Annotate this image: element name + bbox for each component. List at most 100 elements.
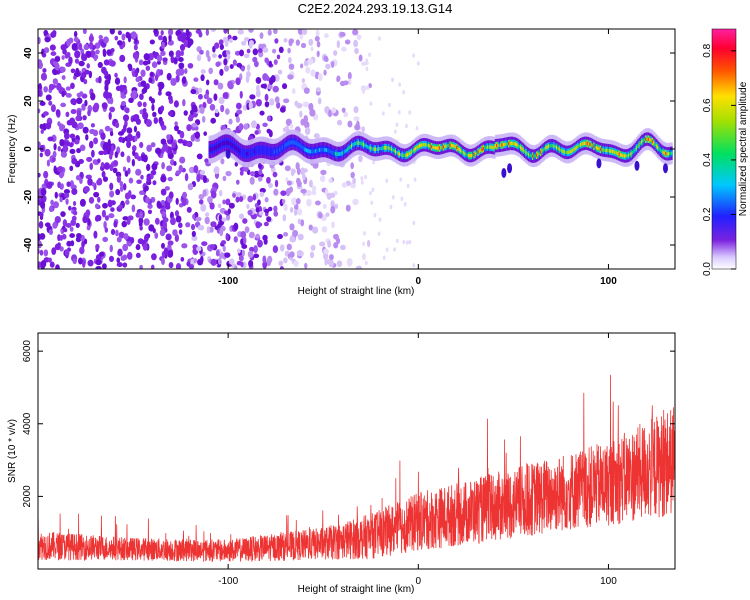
spectrogram-cell xyxy=(222,199,226,205)
spectrogram-cell xyxy=(101,102,108,110)
spectrogram-cell xyxy=(273,149,276,154)
spectrogram-cell xyxy=(372,147,375,151)
spectrogram-cell xyxy=(138,59,144,66)
spectrogram-cell xyxy=(300,42,307,49)
spectrogram-cell xyxy=(162,220,168,229)
spectrogram-cell xyxy=(73,30,78,38)
spectrogram-cell xyxy=(309,149,312,154)
spectrogram-cell xyxy=(40,72,48,81)
spectrogram-cell xyxy=(336,40,340,49)
page-title: C2E2.2024.293.19.13.G14 xyxy=(297,1,453,16)
spectrogram-cell xyxy=(406,152,410,157)
spectrogram-cell xyxy=(150,169,157,176)
spectrogram-cell xyxy=(404,153,407,158)
spectrogram-cell xyxy=(90,123,95,128)
spectrogram-cell xyxy=(653,141,656,145)
spectrogram-cell xyxy=(102,236,109,243)
spectrogram-cell xyxy=(468,153,471,158)
spectrogram-cell xyxy=(373,213,377,218)
spectrogram-cell xyxy=(74,58,80,64)
spectrogram-cell xyxy=(143,85,148,94)
spectrogram-cell xyxy=(309,109,316,117)
spectrogram-cell xyxy=(94,42,101,49)
spectrogram-cell xyxy=(583,141,587,146)
spectrogram-cell xyxy=(377,231,381,236)
spectrogram-cell xyxy=(92,159,98,165)
spectrogram-cell xyxy=(320,169,327,175)
spectrogram-cell xyxy=(126,218,131,225)
spectrogram-cell xyxy=(434,146,438,150)
spectrogram-cell xyxy=(122,243,129,252)
spectrogram-cell xyxy=(492,145,495,150)
spectrogram-cell xyxy=(244,226,250,233)
spectrogram-x-tick-label: -100 xyxy=(218,276,238,287)
spectrogram-cell xyxy=(160,138,167,145)
spectrogram-cell xyxy=(299,63,304,69)
spectrogram-cell xyxy=(402,89,406,95)
spectrogram-cell xyxy=(300,144,303,149)
spectrogram-cell xyxy=(432,145,435,149)
spectrogram-cell xyxy=(393,129,397,134)
spectrogram-cell xyxy=(382,146,386,150)
spectrogram-cell xyxy=(457,146,460,151)
spectrogram-cell xyxy=(464,152,467,156)
spectrogram-cell xyxy=(327,240,332,248)
spectrogram-cell xyxy=(214,42,220,49)
spectrogram-cell xyxy=(209,244,216,249)
spectrogram-cell xyxy=(189,109,194,115)
spectrogram-cell xyxy=(259,32,264,39)
spectrogram-cell xyxy=(142,243,148,251)
snr-y-tick-label: 4000 xyxy=(22,412,33,435)
spectrogram-cell xyxy=(356,141,359,145)
spectrogram-cell xyxy=(257,199,261,206)
spectrogram-cell xyxy=(579,143,583,147)
spectrogram-cell xyxy=(45,122,52,130)
spectrogram-cell xyxy=(115,85,122,92)
spectrogram-cell xyxy=(40,262,45,269)
spectrogram-cell xyxy=(333,50,338,56)
spectrogram-cell xyxy=(264,93,269,102)
spectrogram-cell xyxy=(262,47,269,53)
spectrogram-cell xyxy=(160,188,167,196)
spectrogram-cell xyxy=(102,176,108,182)
spectrogram-cell xyxy=(239,170,244,176)
spectrogram-cell xyxy=(170,217,176,226)
spectrogram-cell xyxy=(440,146,443,150)
spectrogram-cell xyxy=(252,149,255,155)
spectrogram-cell xyxy=(666,152,669,156)
spectrogram-cell xyxy=(43,86,49,93)
spectrogram-cell xyxy=(102,202,108,209)
spectrogram-cell xyxy=(437,146,440,150)
spectrogram-cell xyxy=(287,141,290,146)
spectrogram-cell xyxy=(363,61,367,66)
spectrogram-cell xyxy=(397,110,401,115)
spectrogram-cell xyxy=(276,54,281,60)
spectrogram-cell xyxy=(145,119,152,127)
spectrogram-cell xyxy=(196,153,203,160)
spectrogram-cell xyxy=(103,59,110,66)
colorbar-ticks: 0.0 0.2 0.4 0.6 0.8 xyxy=(702,43,736,276)
spectrogram-cell xyxy=(346,147,350,152)
spectrogram-cell xyxy=(39,152,43,158)
spectrogram-cell xyxy=(470,153,473,158)
spectrogram-cell xyxy=(76,148,81,154)
spectrogram-cell xyxy=(131,145,137,152)
spectrogram-cell xyxy=(279,106,286,113)
spectrogram-cell xyxy=(555,145,559,150)
spectrogram-cell xyxy=(391,195,395,200)
spectrogram-cell xyxy=(323,248,330,255)
spectrogram-cell xyxy=(108,255,114,263)
spectrogram-cell xyxy=(523,149,527,154)
spectrogram-cell xyxy=(670,151,673,155)
spectrogram-cell xyxy=(183,110,188,116)
spectrogram-cell xyxy=(267,83,273,90)
spectrogram-cell xyxy=(377,147,380,151)
spectrogram-cell xyxy=(316,50,320,58)
spectrogram-cell xyxy=(297,233,304,241)
spectrogram-cell xyxy=(87,259,94,267)
spectrogram-cell xyxy=(506,142,509,146)
spectrogram-cell xyxy=(302,173,306,181)
spectrogram-cell xyxy=(59,138,65,147)
spectrogram-cell xyxy=(513,142,516,146)
spectrogram-cell xyxy=(272,150,275,155)
